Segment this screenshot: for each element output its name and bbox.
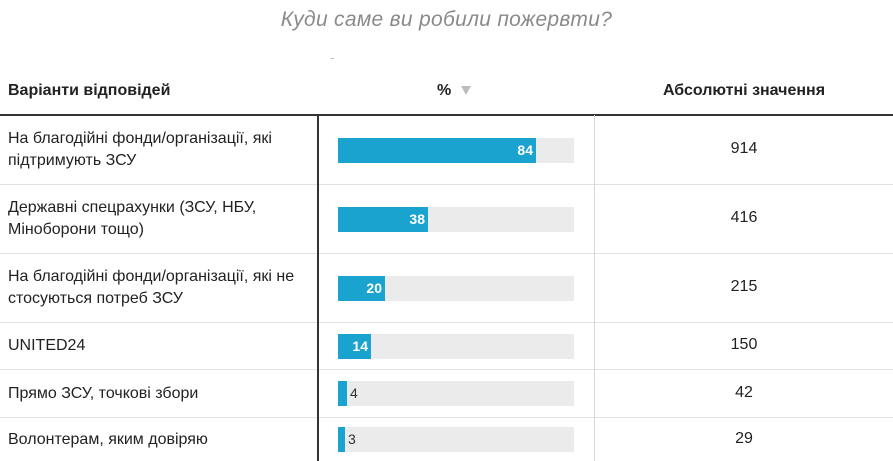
bar-value-label: 3 — [348, 431, 356, 447]
column-header-options: Варіанти відповідей — [8, 82, 171, 99]
column-header-absolute[interactable]: Абсолютні значення — [662, 82, 826, 99]
bar-value-label: 14 — [352, 338, 368, 354]
column-divider-right — [594, 115, 595, 461]
row-label: Державні спецрахунки (ЗСУ, НБУ, Міноборо… — [8, 199, 257, 238]
bar — [338, 207, 428, 232]
absolute-value: 29 — [735, 430, 753, 447]
bar-value-label: 38 — [409, 211, 425, 227]
bar-track: 84 — [338, 138, 574, 163]
table-row: Державні спецрахунки (ЗСУ, НБУ, Міноборо… — [0, 185, 893, 254]
divider-mark — [331, 58, 334, 59]
bar-track: 3 — [338, 427, 574, 452]
absolute-value: 150 — [730, 336, 758, 353]
bar-track: 14 — [338, 334, 574, 359]
column-header-percent[interactable]: % — [437, 82, 452, 99]
bar — [338, 138, 536, 163]
row-label: UNITED24 — [8, 337, 86, 354]
table-header: Варіанти відповідей % Абсолютні значення — [0, 76, 893, 116]
bar-track: 38 — [338, 207, 574, 232]
absolute-value: 42 — [735, 384, 753, 401]
sort-desc-icon[interactable] — [461, 86, 471, 95]
table-row: Волонтерам, яким довіряю 3 29 — [0, 418, 893, 461]
table-row: На благодійні фонди/організації, які не … — [0, 254, 893, 323]
bar-track: 20 — [338, 276, 574, 301]
absolute-value: 215 — [730, 278, 758, 295]
row-label: Волонтерам, яким довіряю — [8, 431, 208, 448]
bar-value-label: 20 — [366, 280, 382, 296]
bar-value-label: 4 — [350, 385, 358, 401]
table-row: UNITED24 14 150 — [0, 323, 893, 370]
absolute-value: 914 — [730, 140, 758, 157]
row-label: На благодійні фонди/організації, які під… — [8, 130, 272, 169]
table-row: Прямо ЗСУ, точкові збори 4 42 — [0, 370, 893, 418]
bar — [338, 381, 347, 406]
bar — [338, 276, 385, 301]
bar — [338, 427, 345, 452]
row-label: На благодійні фонди/організації, які не … — [8, 268, 295, 307]
table-row: На благодійні фонди/організації, які під… — [0, 116, 893, 185]
absolute-value: 416 — [730, 209, 758, 226]
column-divider-left — [317, 115, 319, 461]
bar-value-label: 84 — [517, 142, 533, 158]
bar — [338, 334, 371, 359]
bar-track: 4 — [338, 381, 574, 406]
chart-title: Куди саме ви робили пожервти? — [280, 8, 613, 31]
row-label: Прямо ЗСУ, точкові збори — [8, 385, 199, 402]
